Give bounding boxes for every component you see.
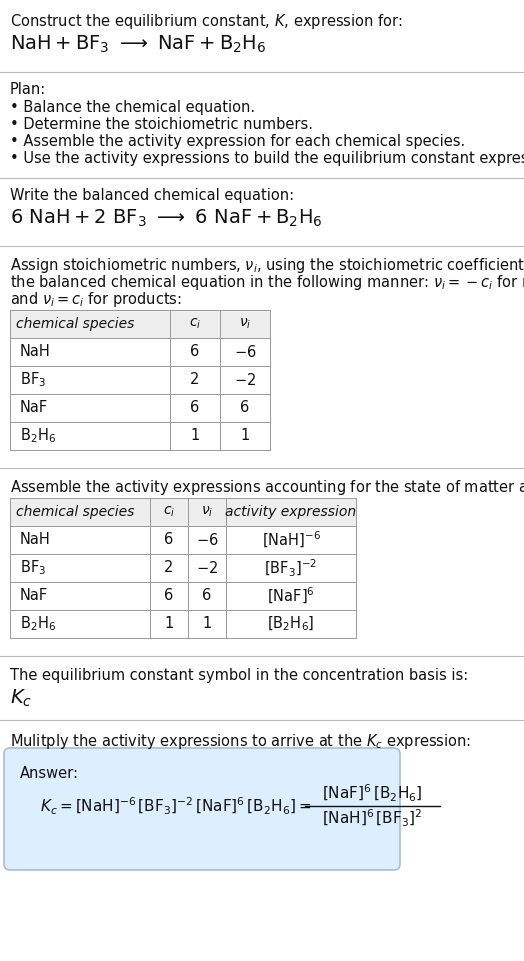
Text: 6: 6 [190, 344, 200, 359]
Bar [10, 422, 270, 450]
Text: $\mathrm{BF_3}$: $\mathrm{BF_3}$ [20, 371, 46, 389]
Bar [10, 338, 270, 366]
Text: 1: 1 [165, 617, 173, 631]
Text: NaH: NaH [20, 344, 51, 359]
Text: Assemble the activity expressions accounting for the state of matter and $\nu_i$: Assemble the activity expressions accoun… [10, 478, 524, 497]
Bar [10, 310, 270, 338]
Bar [10, 610, 356, 638]
Text: 1: 1 [202, 617, 212, 631]
Text: NaF: NaF [20, 401, 48, 415]
Text: 2: 2 [190, 373, 200, 387]
Bar [10, 498, 356, 526]
Text: Plan:: Plan: [10, 82, 46, 97]
Bar [10, 366, 270, 394]
Text: Construct the equilibrium constant, $K$, expression for:: Construct the equilibrium constant, $K$,… [10, 12, 402, 31]
Text: 6: 6 [165, 532, 173, 548]
Text: 6: 6 [165, 588, 173, 604]
Text: chemical species: chemical species [16, 317, 134, 331]
Bar [10, 394, 270, 422]
Text: • Determine the stoichiometric numbers.: • Determine the stoichiometric numbers. [10, 117, 313, 132]
Text: Answer:: Answer: [20, 766, 79, 781]
Text: 1: 1 [241, 429, 249, 443]
Text: NaF: NaF [20, 588, 48, 604]
Text: 2: 2 [165, 560, 173, 576]
Text: $[\mathrm{B_2H_6}]$: $[\mathrm{B_2H_6}]$ [267, 615, 315, 633]
Text: $-2$: $-2$ [234, 372, 256, 388]
Text: $\nu_i$: $\nu_i$ [239, 317, 251, 332]
Text: • Assemble the activity expression for each chemical species.: • Assemble the activity expression for e… [10, 134, 465, 149]
Text: $c_i$: $c_i$ [189, 317, 201, 332]
Text: $\mathrm{B_2H_6}$: $\mathrm{B_2H_6}$ [20, 427, 56, 445]
Text: $K_c$: $K_c$ [10, 688, 32, 709]
Text: 6: 6 [241, 401, 249, 415]
Bar [10, 582, 356, 610]
Text: $\mathrm{B_2H_6}$: $\mathrm{B_2H_6}$ [20, 615, 56, 633]
Text: $\mathrm{NaH} + \mathrm{BF_3}\  \longrightarrow\  \mathrm{NaF} + \mathrm{B_2H_6}: $\mathrm{NaH} + \mathrm{BF_3}\ \longrigh… [10, 34, 267, 56]
Bar [10, 554, 356, 582]
Text: $K_c = [\mathrm{NaH}]^{-6}\,[\mathrm{BF_3}]^{-2}\,[\mathrm{NaF}]^{6}\,[\mathrm{B: $K_c = [\mathrm{NaH}]^{-6}\,[\mathrm{BF_… [40, 796, 311, 817]
Text: Assign stoichiometric numbers, $\nu_i$, using the stoichiometric coefficients, $: Assign stoichiometric numbers, $\nu_i$, … [10, 256, 524, 275]
Text: • Use the activity expressions to build the equilibrium constant expression.: • Use the activity expressions to build … [10, 151, 524, 166]
FancyBboxPatch shape [4, 748, 400, 870]
Text: 6: 6 [202, 588, 212, 604]
Text: • Balance the chemical equation.: • Balance the chemical equation. [10, 100, 255, 115]
Bar [10, 526, 356, 554]
Text: chemical species: chemical species [16, 505, 134, 519]
Text: $[\mathrm{NaF}]^{6}$: $[\mathrm{NaF}]^{6}$ [267, 586, 315, 606]
Text: $\mathrm{BF_3}$: $\mathrm{BF_3}$ [20, 558, 46, 578]
Text: activity expression: activity expression [225, 505, 356, 519]
Text: $c_i$: $c_i$ [163, 505, 175, 519]
Text: 6: 6 [190, 401, 200, 415]
Text: Mulitply the activity expressions to arrive at the $K_c$ expression:: Mulitply the activity expressions to arr… [10, 732, 471, 751]
Text: $6\ \mathrm{NaH} + 2\ \mathrm{BF_3}\  \longrightarrow\  6\ \mathrm{NaF} + \mathr: $6\ \mathrm{NaH} + 2\ \mathrm{BF_3}\ \lo… [10, 208, 323, 230]
Text: $[\mathrm{NaF}]^6\,[\mathrm{B_2H_6}]$: $[\mathrm{NaF}]^6\,[\mathrm{B_2H_6}]$ [322, 783, 422, 804]
Text: The equilibrium constant symbol in the concentration basis is:: The equilibrium constant symbol in the c… [10, 668, 468, 683]
Text: $-2$: $-2$ [196, 560, 218, 576]
Text: $\nu_i$: $\nu_i$ [201, 505, 213, 519]
Text: and $\nu_i = c_i$ for products:: and $\nu_i = c_i$ for products: [10, 290, 182, 309]
Text: Write the balanced chemical equation:: Write the balanced chemical equation: [10, 188, 294, 203]
Text: $[\mathrm{NaH}]^{-6}$: $[\mathrm{NaH}]^{-6}$ [261, 530, 321, 550]
Text: the balanced chemical equation in the following manner: $\nu_i = -c_i$ for react: the balanced chemical equation in the fo… [10, 273, 524, 292]
Text: $-6$: $-6$ [195, 532, 219, 548]
Text: 1: 1 [190, 429, 200, 443]
Text: $-6$: $-6$ [234, 344, 256, 360]
Text: $[\mathrm{NaH}]^6\,[\mathrm{BF_3}]^2$: $[\mathrm{NaH}]^6\,[\mathrm{BF_3}]^2$ [322, 808, 422, 829]
Text: $[\mathrm{BF_3}]^{-2}$: $[\mathrm{BF_3}]^{-2}$ [265, 557, 318, 579]
Text: NaH: NaH [20, 532, 51, 548]
